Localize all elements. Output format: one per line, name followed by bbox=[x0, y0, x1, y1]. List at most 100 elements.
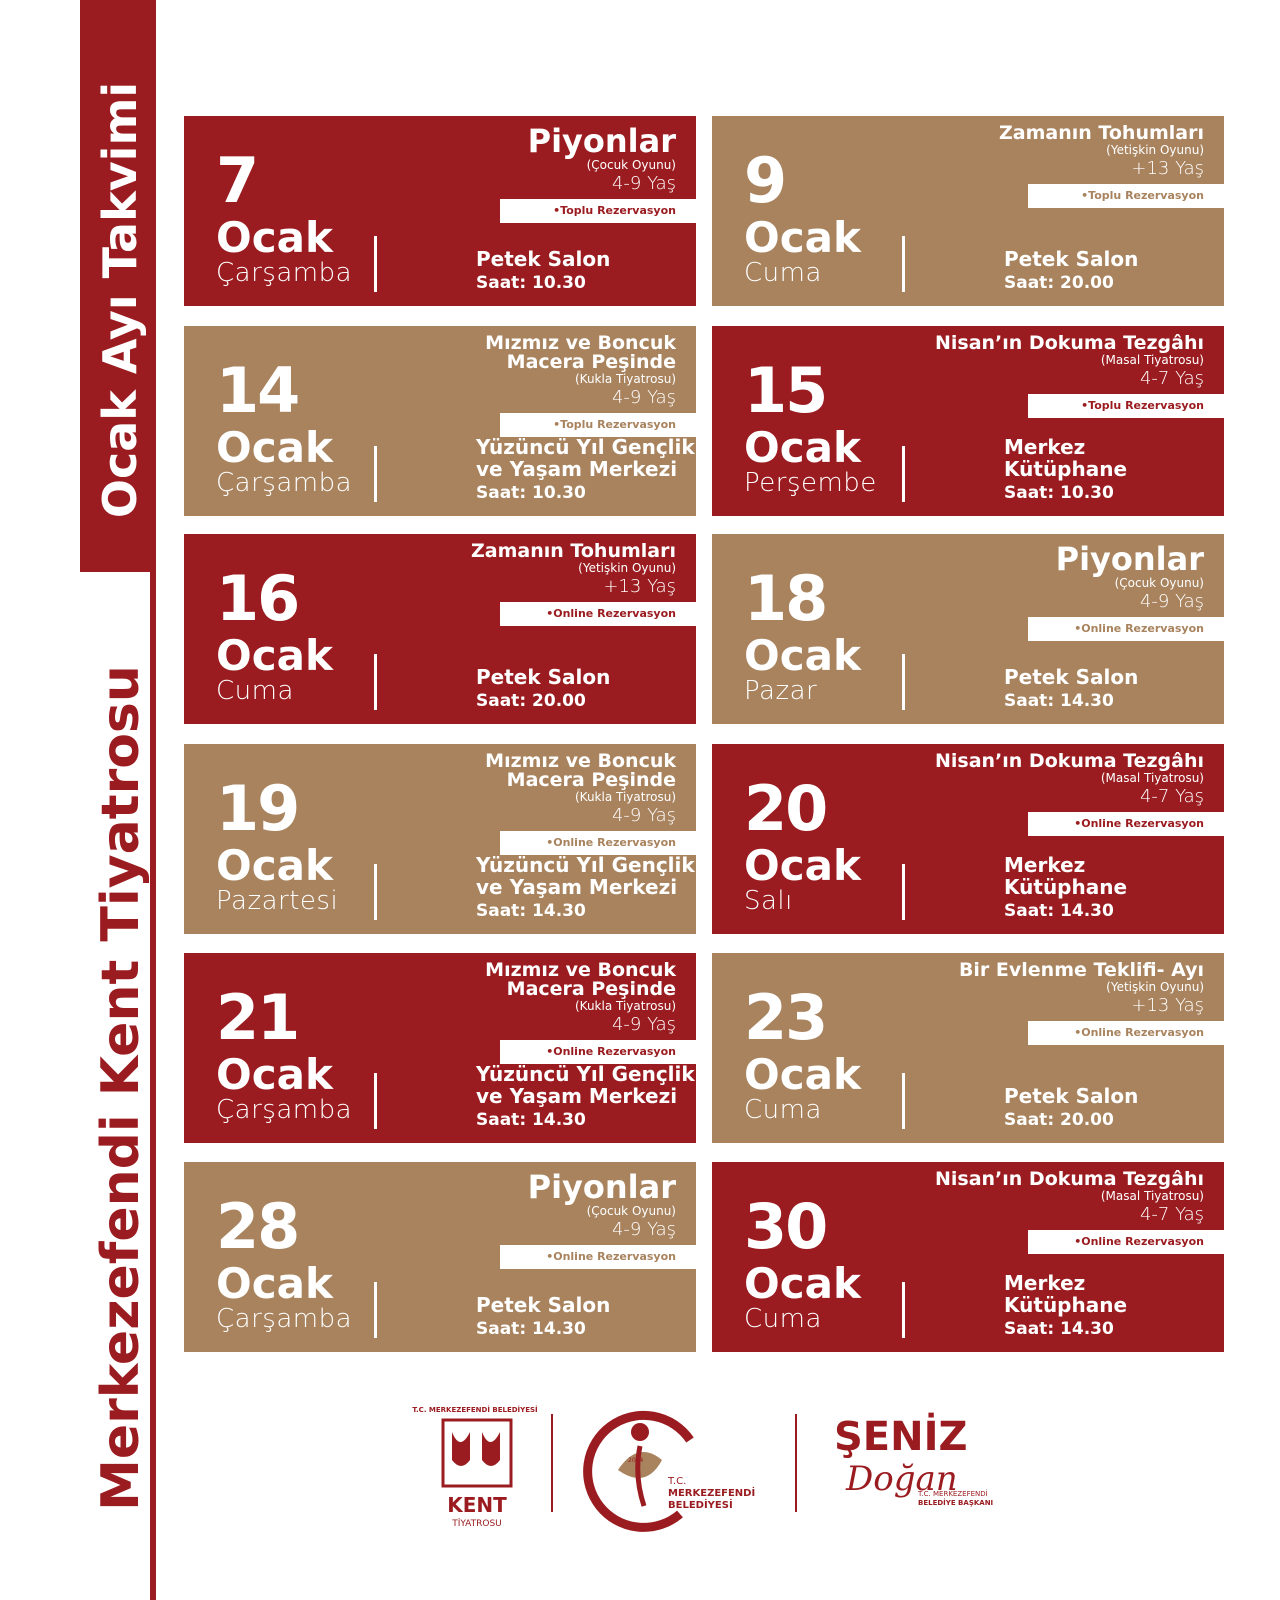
event-type: (Kukla Tiyatrosu) bbox=[574, 790, 676, 804]
event-day: 20 bbox=[744, 772, 828, 845]
venue-line: Yüzüncü Yıl Gençlik bbox=[476, 853, 695, 877]
event-age: 4-7 Yaş bbox=[1139, 786, 1204, 807]
event-title: Piyonlar bbox=[1055, 540, 1204, 578]
event-info: Nisan’ın Dokuma Tezgâhı (Masal Tiyatrosu)… bbox=[884, 334, 1204, 390]
event-day: 19 bbox=[216, 772, 300, 845]
event-type: (Kukla Tiyatrosu) bbox=[574, 372, 676, 386]
event-weekday: Çarşamba bbox=[216, 1304, 353, 1334]
event-info: Piyonlar (Çocuk Oyunu) 4-9 Yaş bbox=[884, 542, 1204, 613]
event-reservation: •Online Rezervasyon bbox=[500, 831, 696, 855]
event-day: 28 bbox=[216, 1190, 300, 1263]
event-card: 9 Ocak Cuma Zamanın Tohumları (Yetişkin Oyun… bbox=[712, 116, 1224, 306]
event-month: Ocak bbox=[216, 1050, 333, 1099]
event-reservation: •Online Rezervasyon bbox=[1028, 617, 1224, 641]
venue-line: ve Yaşam Merkezi bbox=[476, 457, 678, 481]
event-weekday: Cuma bbox=[216, 676, 294, 706]
logo-masks bbox=[452, 1432, 500, 1466]
side-line bbox=[150, 572, 156, 1600]
event-age: +13 Yaş bbox=[603, 576, 676, 597]
logo-text: ŞENİZ bbox=[834, 1412, 968, 1460]
separator bbox=[902, 1073, 905, 1129]
event-age: 4-7 Yaş bbox=[1139, 368, 1204, 389]
venue-line: Yüzüncü Yıl Gençlik bbox=[476, 1062, 695, 1086]
event-venue: Merkez Kütüphane Saat: 14.30 bbox=[1004, 1272, 1127, 1342]
event-title: Nisan’ın Dokuma Tezgâhı bbox=[934, 750, 1204, 772]
event-month: Ocak bbox=[744, 841, 861, 890]
event-month: Ocak bbox=[744, 423, 861, 472]
event-reservation: •Toplu Rezervasyon bbox=[1028, 184, 1224, 208]
event-info: Piyonlar (Çocuk Oyunu) 4-9 Yaş bbox=[356, 1170, 676, 1241]
event-day: 14 bbox=[216, 354, 300, 427]
event-day: 9 bbox=[744, 144, 787, 217]
event-weekday: Çarşamba bbox=[216, 258, 353, 288]
event-info: Piyonlar (Çocuk Oyunu) 4-9 Yaş bbox=[356, 124, 676, 195]
event-card: 19 Ocak Pazartesi Mızmız ve Boncuk Macera Pe… bbox=[184, 744, 696, 934]
event-card: 18 Ocak Pazar Piyonlar (Çocuk Oyunu) 4-9 Yaş •… bbox=[712, 534, 1224, 724]
venue-line: Petek Salon bbox=[1004, 247, 1139, 271]
event-venue: Yüzüncü Yıl Gençlik ve Yaşam Merkezi Saat:… bbox=[476, 436, 695, 506]
event-weekday: Çarşamba bbox=[216, 1095, 353, 1125]
separator bbox=[374, 446, 377, 502]
event-reservation: •Online Rezervasyon bbox=[500, 1245, 696, 1269]
event-time: Saat: 20.00 bbox=[1004, 273, 1114, 293]
event-reservation: •Toplu Rezervasyon bbox=[1028, 394, 1224, 418]
event-venue: Petek Salon Saat: 14.30 bbox=[476, 1294, 610, 1342]
separator bbox=[374, 864, 377, 920]
event-age: +13 Yaş bbox=[1131, 158, 1204, 179]
separator bbox=[902, 446, 905, 502]
logo-text: T.C. MERKEZEFENDİ bbox=[917, 1489, 988, 1498]
event-time: Saat: 20.00 bbox=[1004, 1110, 1114, 1130]
logo-head bbox=[631, 1423, 649, 1441]
event-title: Bir Evlenme Teklifi- Ayı bbox=[958, 959, 1204, 981]
event-age: 4-9 Yaş bbox=[611, 173, 676, 194]
event-venue: Petek Salon Saat: 20.00 bbox=[1004, 248, 1138, 296]
separator bbox=[902, 654, 905, 710]
event-info: Mızmız ve Boncuk Macera Peşinde (Kukla Tiy… bbox=[356, 334, 676, 409]
event-card: 28 Ocak Çarşamba Piyonlar (Çocuk Oyunu) 4-9 Y… bbox=[184, 1162, 696, 1352]
event-card: 14 Ocak Çarşamba Mızmız ve Boncuk Macera Peş… bbox=[184, 326, 696, 516]
venue-line: Yüzüncü Yıl Gençlik bbox=[476, 435, 695, 459]
event-venue: Merkez Kütüphane Saat: 14.30 bbox=[1004, 854, 1127, 924]
event-reservation: •Online Rezervasyon bbox=[1028, 1021, 1224, 1045]
event-weekday: Cuma bbox=[744, 1304, 822, 1334]
venue-line: Merkez bbox=[1004, 1271, 1086, 1295]
event-card: 23 Ocak Cuma Bir Evlenme Teklifi- Ayı (Yetiş… bbox=[712, 953, 1224, 1143]
event-day: 21 bbox=[216, 981, 300, 1054]
event-time: Saat: 10.30 bbox=[1004, 483, 1114, 503]
event-type: (Çocuk Oyunu) bbox=[586, 1204, 676, 1218]
event-title: Zamanın Tohumları bbox=[471, 540, 676, 562]
venue-line: Merkez bbox=[1004, 435, 1086, 459]
event-type: (Masal Tiyatrosu) bbox=[1100, 771, 1204, 785]
event-title: Nisan’ın Dokuma Tezgâhı bbox=[934, 332, 1204, 354]
event-time: Saat: 14.30 bbox=[476, 1110, 586, 1130]
event-age: 4-9 Yaş bbox=[611, 387, 676, 408]
event-day: 18 bbox=[744, 562, 828, 635]
event-month: Ocak bbox=[744, 213, 861, 262]
side-title: Ocak Ayı Takvimi bbox=[93, 82, 147, 518]
event-weekday: Pazar bbox=[744, 676, 818, 706]
venue-line: ve Yaşam Merkezi bbox=[476, 875, 678, 899]
event-weekday: Çarşamba bbox=[216, 468, 353, 498]
event-reservation: •Online Rezervasyon bbox=[500, 1040, 696, 1064]
event-type: (Yetişkin Oyunu) bbox=[1106, 143, 1204, 157]
event-age: 4-9 Yaş bbox=[611, 805, 676, 826]
logo-text: Doğan bbox=[845, 1459, 958, 1499]
event-time: Saat: 10.30 bbox=[476, 483, 586, 503]
logo-frame bbox=[441, 1418, 513, 1488]
event-card: 15 Ocak Perşembe Nisan’ın Dokuma Tezgâhı (Ma… bbox=[712, 326, 1224, 516]
separator bbox=[374, 654, 377, 710]
event-card: 30 Ocak Cuma Nisan’ın Dokuma Tezgâhı (Masal … bbox=[712, 1162, 1224, 1352]
event-info: Nisan’ın Dokuma Tezgâhı (Masal Tiyatrosu)… bbox=[884, 1170, 1204, 1226]
logo-text: MERKEZEFENDİ bbox=[668, 1485, 755, 1499]
event-time: Saat: 10.30 bbox=[476, 273, 586, 293]
venue-line: Kütüphane bbox=[1004, 1293, 1128, 1317]
separator bbox=[902, 864, 905, 920]
venue-line: Petek Salon bbox=[1004, 1084, 1139, 1108]
event-month: Ocak bbox=[744, 631, 861, 680]
venue-line: Petek Salon bbox=[476, 665, 611, 689]
event-venue: Petek Salon Saat: 14.30 bbox=[1004, 666, 1138, 714]
event-month: Ocak bbox=[216, 631, 333, 680]
event-title: Mızmız ve Boncuk bbox=[485, 332, 676, 354]
event-day: 16 bbox=[216, 562, 300, 635]
event-card: 21 Ocak Çarşamba Mızmız ve Boncuk Macera Peş… bbox=[184, 953, 696, 1143]
